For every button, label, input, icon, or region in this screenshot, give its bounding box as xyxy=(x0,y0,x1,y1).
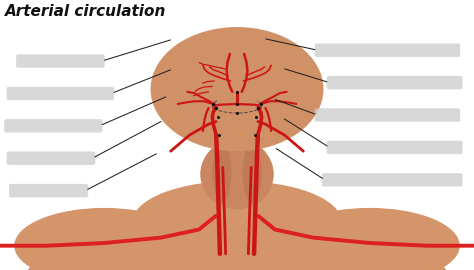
FancyBboxPatch shape xyxy=(322,173,463,187)
Ellipse shape xyxy=(24,224,450,270)
FancyBboxPatch shape xyxy=(16,54,105,68)
Ellipse shape xyxy=(133,181,341,262)
FancyBboxPatch shape xyxy=(315,108,460,122)
FancyBboxPatch shape xyxy=(327,141,463,154)
FancyBboxPatch shape xyxy=(7,87,114,100)
Ellipse shape xyxy=(151,27,323,151)
Ellipse shape xyxy=(14,208,194,270)
FancyBboxPatch shape xyxy=(315,43,460,57)
FancyBboxPatch shape xyxy=(7,151,95,165)
FancyBboxPatch shape xyxy=(327,76,463,89)
Ellipse shape xyxy=(152,28,322,151)
FancyBboxPatch shape xyxy=(4,119,102,133)
Ellipse shape xyxy=(280,208,460,270)
Ellipse shape xyxy=(243,143,262,202)
Text: Arterial circulation: Arterial circulation xyxy=(5,4,166,19)
Ellipse shape xyxy=(200,139,274,209)
Ellipse shape xyxy=(212,143,231,202)
FancyBboxPatch shape xyxy=(9,184,88,197)
